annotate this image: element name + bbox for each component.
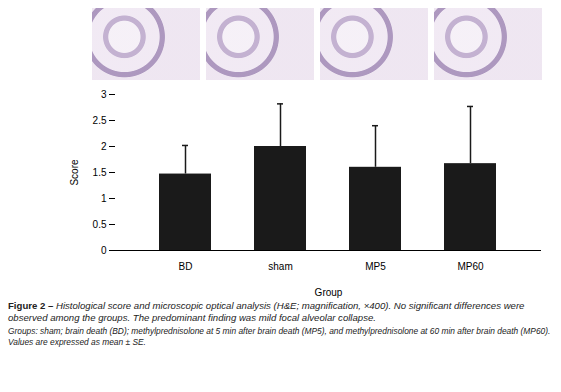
- svg-text:1.5: 1.5: [93, 167, 107, 178]
- html-text:Figure 2 – Histological score: Figure 2 – Histological score and micros…: [8, 300, 525, 323]
- svg-text:MP5: MP5: [365, 261, 386, 272]
- svg-text:2: 2: [101, 141, 107, 152]
- svg-text:3: 3: [101, 89, 107, 100]
- svg-text:BD: BD: [179, 261, 193, 272]
- svg-text:Group: Group: [315, 287, 343, 298]
- svg-text:MP60: MP60: [457, 261, 484, 272]
- svg-text:2.5: 2.5: [93, 115, 107, 126]
- svg-text:sham: sham: [268, 261, 292, 272]
- svg-text:0: 0: [101, 245, 107, 256]
- svg-text:1: 1: [101, 193, 107, 204]
- svg-text:Score: Score: [69, 159, 80, 186]
- html-text:Groups: sham; brain death (BD): Groups: sham; brain death (BD); methylpr…: [8, 326, 551, 347]
- svg-text:0.5: 0.5: [93, 219, 107, 230]
